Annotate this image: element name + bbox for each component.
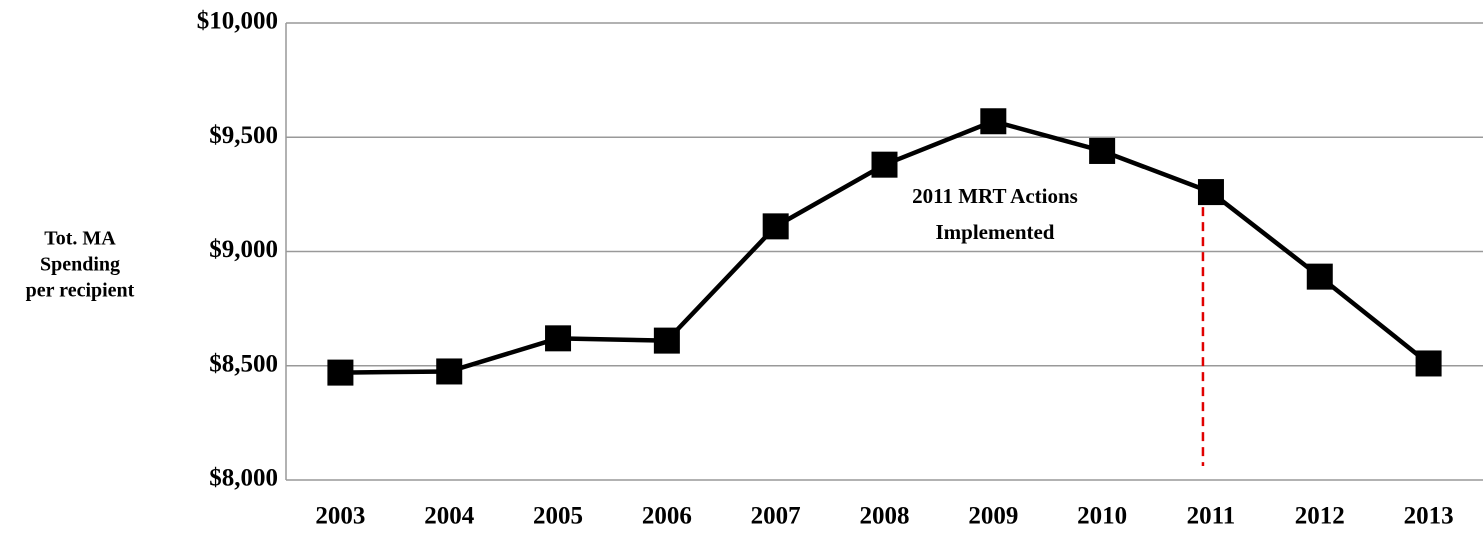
annotation-text: Implemented [936,220,1055,244]
x-tick-label: 2008 [860,503,910,530]
annotation-text: 2011 MRT Actions [912,184,1078,208]
x-tick-label: 2012 [1295,503,1345,530]
data-point [653,327,680,354]
x-tick-label: 2005 [533,503,583,530]
y-tick-label: $9,500 [209,122,278,149]
data-point [545,325,572,352]
y-axis-label: per recipient [26,280,135,302]
x-tick-label: 2006 [642,503,692,530]
data-point [1415,350,1442,377]
x-tick-label: 2004 [424,503,475,530]
data-point [871,151,898,178]
x-tick-label: 2010 [1077,503,1127,530]
data-point [1089,137,1116,164]
data-point [327,359,354,386]
y-axis-label: Spending [40,254,120,276]
data-point [980,108,1007,135]
y-tick-label: $10,000 [197,8,278,35]
data-point [762,213,789,240]
data-point [1197,179,1224,206]
y-axis-label: Tot. MA [44,228,116,250]
x-tick-label: 2013 [1404,503,1454,530]
x-tick-label: 2007 [751,503,801,530]
data-point [436,358,463,385]
x-tick-label: 2011 [1187,503,1236,530]
x-tick-label: 2003 [315,503,365,530]
y-tick-label: $8,500 [209,350,278,377]
data-point [1306,263,1333,290]
y-tick-label: $9,000 [209,236,278,263]
y-tick-label: $8,000 [209,465,278,492]
x-tick-label: 2009 [968,503,1018,530]
